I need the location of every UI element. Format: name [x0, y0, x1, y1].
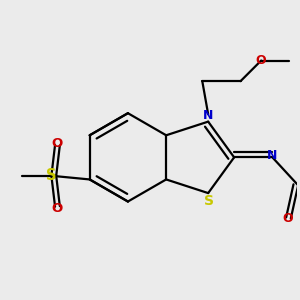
Text: O: O: [52, 137, 63, 150]
Text: S: S: [204, 194, 214, 208]
Text: O: O: [283, 212, 293, 225]
Text: N: N: [203, 109, 213, 122]
Text: S: S: [46, 168, 57, 183]
Text: O: O: [52, 202, 63, 215]
Text: N: N: [267, 149, 278, 162]
Text: O: O: [256, 54, 266, 67]
